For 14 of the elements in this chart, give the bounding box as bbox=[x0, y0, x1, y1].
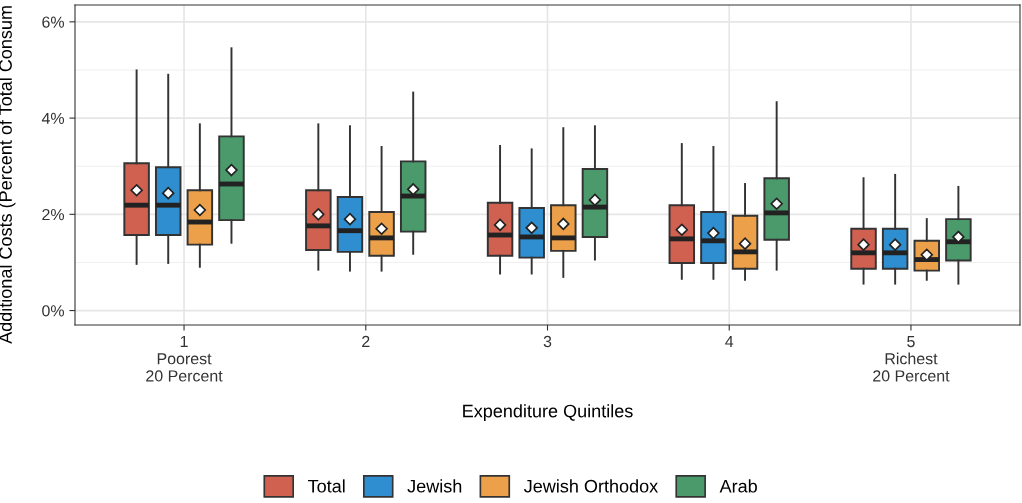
legend-label: Arab bbox=[719, 479, 757, 493]
x-tick-label: 2 bbox=[362, 335, 370, 347]
x-tick-label: 1 Poorest 20 Percent bbox=[146, 336, 223, 382]
legend-label: Total bbox=[308, 479, 345, 493]
x-axis-title: Expenditure Quintiles bbox=[463, 404, 633, 421]
y-tick-label: 2% bbox=[42, 208, 65, 221]
legend-label: Jewish bbox=[407, 479, 462, 493]
x-tick-label: 4 bbox=[725, 336, 734, 347]
legend-label: Jewish Orthodox bbox=[524, 479, 658, 493]
x-tick-label: 3 bbox=[543, 335, 552, 348]
y-tick-label: 0% bbox=[42, 305, 65, 317]
x-tick-label: 5 Richest 20 Percent bbox=[873, 336, 950, 382]
y-tick-label: 6% bbox=[42, 16, 65, 28]
y-tick-label: 4% bbox=[41, 112, 65, 124]
